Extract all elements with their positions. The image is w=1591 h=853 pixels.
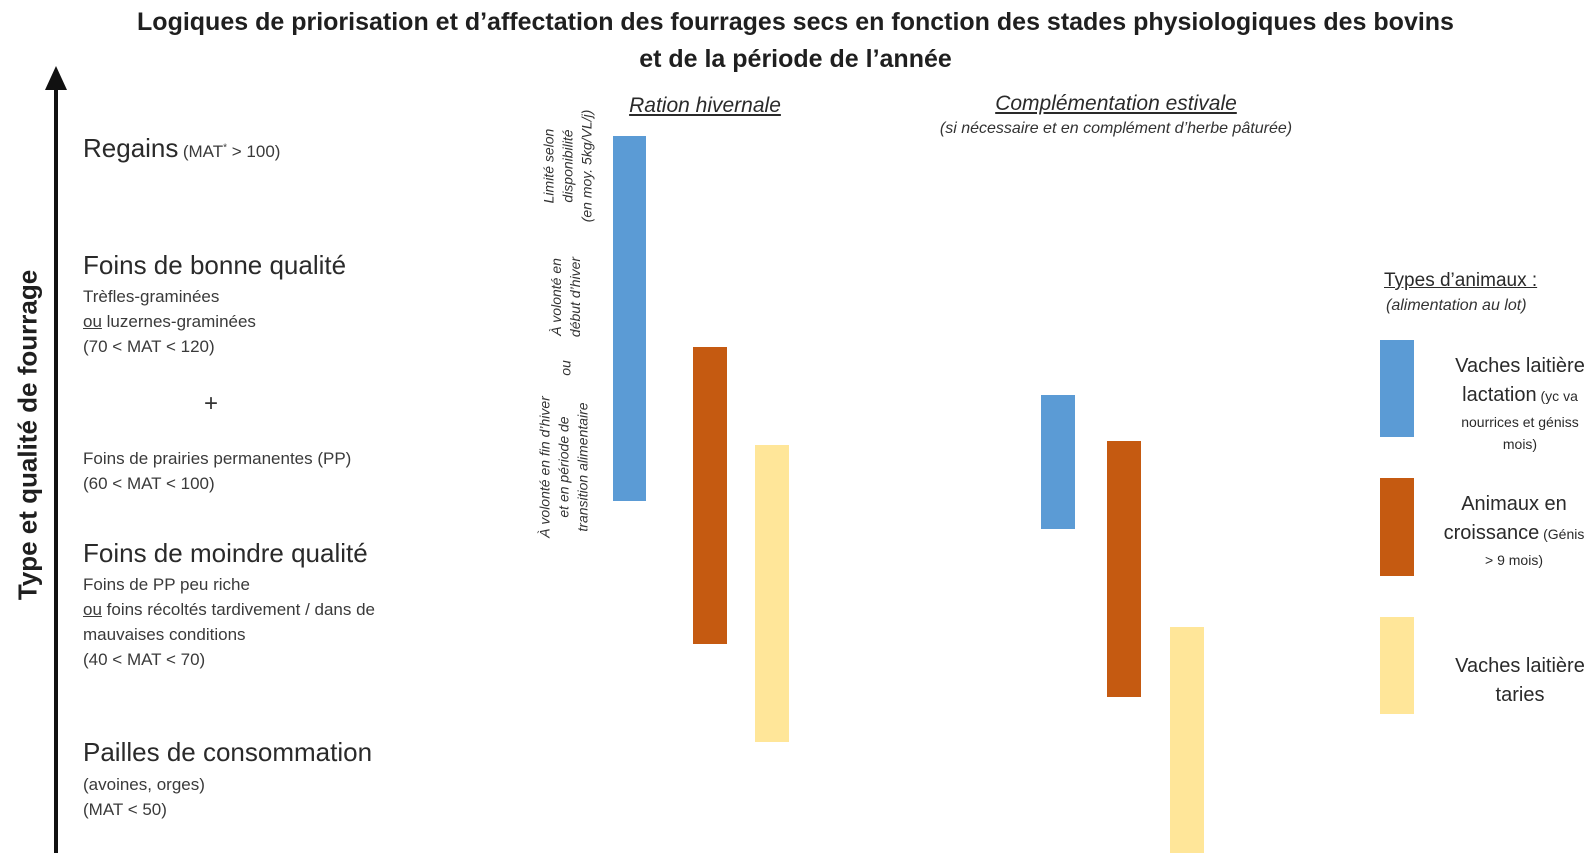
category-regains: Regains (MAT* > 100) xyxy=(83,133,280,164)
legend-item-taries: Vaches laitière taries xyxy=(1455,655,1585,706)
bar-hiver-lactation xyxy=(613,136,646,501)
foins-pp-line1: Foins de prairies permanentes (PP) xyxy=(83,449,352,468)
foins-moindre-line1: Foins de PP peu riche xyxy=(83,575,250,594)
category-pailles: Pailles de consommation xyxy=(83,737,373,767)
axis-label: Type et qualité de fourrage xyxy=(12,269,43,601)
bar-ete-taries xyxy=(1170,627,1204,853)
legend-swatch-lactation xyxy=(1380,340,1414,437)
category-foins-bonne-qualite: Foins de bonne qualité xyxy=(83,250,347,280)
up-arrow-icon xyxy=(45,66,67,90)
pailles-line2: (MAT < 50) xyxy=(83,800,167,819)
foins-pp-line2: (60 < MAT < 100) xyxy=(83,474,215,493)
legend-swatch-croissance xyxy=(1380,478,1414,576)
category-name: Regains xyxy=(83,133,179,163)
section-estivale-subtitle: (si nécessaire et en complément d’herbe … xyxy=(939,120,1293,137)
bar-hiver-croissance xyxy=(693,347,727,644)
legend-item-croissance: Animaux en croissance (Génis > 9 mois) xyxy=(1443,493,1585,568)
bar-hiver-taries xyxy=(755,445,789,742)
diagram-title-line2: et de la période de l’année xyxy=(639,45,952,73)
legend-subtitle: (alimentation au lot) xyxy=(1386,297,1527,314)
bar-ete-lactation xyxy=(1041,395,1075,529)
category-note: (MAT* > 100) xyxy=(182,142,281,161)
foins-bonne-line3: (70 < MAT < 120) xyxy=(83,337,215,356)
foins-bonne-line1: Trèfles-graminées xyxy=(83,287,220,306)
bar-ete-croissance xyxy=(1107,441,1141,697)
annotation-volonte-debut: À volonté en début d’hiver xyxy=(548,256,583,338)
section-complementation-estivale: Complémentation estivale xyxy=(995,92,1237,115)
diagram-title-line1: Logiques de priorisation et d’affectatio… xyxy=(137,8,1454,36)
section-ration-hivernale: Ration hivernale xyxy=(629,94,781,117)
category-foins-moindre-qualite: Foins de moindre qualité xyxy=(83,538,368,568)
foins-moindre-line2: ou foins récoltés tardivement / dans de xyxy=(83,600,376,619)
foins-moindre-line4: (40 < MAT < 70) xyxy=(83,650,206,669)
annotation-ou: ou xyxy=(557,360,574,376)
legend-item-lactation: Vaches laitière lactation (yc va nourric… xyxy=(1455,355,1585,452)
legend-swatch-taries xyxy=(1380,617,1414,714)
legend-title: Types d’animaux : xyxy=(1384,270,1538,291)
plus-sign: + xyxy=(204,390,219,417)
annotation-volonte-fin: À volonté en fin d’hiver et en période d… xyxy=(536,396,591,538)
quality-axis-line xyxy=(54,86,58,853)
pailles-line1: (avoines, orges) xyxy=(83,775,205,794)
foins-bonne-line2: ou luzernes-graminées xyxy=(83,312,256,331)
foins-moindre-line3: mauvaises conditions xyxy=(83,625,246,644)
annotation-limite: Limité selon disponibilité (en moy. 5kg/… xyxy=(540,109,595,223)
